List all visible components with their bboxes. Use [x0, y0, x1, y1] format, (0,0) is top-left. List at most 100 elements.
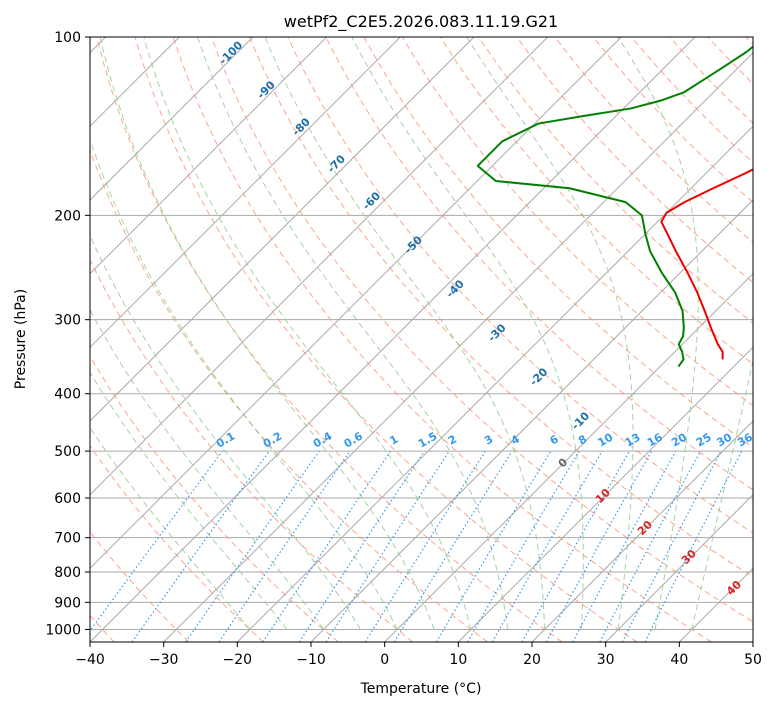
- dry-adiabat-line: [90, 148, 488, 642]
- moist-adiabat-line: [466, 37, 634, 630]
- moist-adiabat-line: [264, 37, 546, 630]
- temperature-line: [660, 168, 753, 360]
- plot-frame: [89, 36, 754, 643]
- x-tick-label: −40: [75, 652, 105, 668]
- isotherm-line: [752, 641, 753, 642]
- mixing-ratio-label: 2: [446, 433, 459, 448]
- isotherm-line: [90, 37, 622, 570]
- plot-annotations: -100-90-80-70-60-50-40-30-20-100.1 0.2 0.4…: [214, 38, 755, 598]
- dry-adiabat-line: [592, 37, 753, 203]
- mixing-ratio-label: 16: [645, 430, 665, 449]
- x-axis-title: Temperature (°C): [360, 681, 482, 697]
- moist-adiabat-line: [90, 426, 251, 630]
- mixing-ratio-line: [572, 450, 677, 642]
- dry-adiabat-line: [90, 355, 339, 642]
- mixing-ratio-line: [185, 450, 320, 642]
- dashed-line-label: -60: [360, 189, 383, 212]
- moist-adiabat-line: [90, 234, 361, 630]
- mixing-ratio-label: 3: [482, 433, 495, 448]
- mixing-ratio-label: 0.4: [311, 429, 335, 450]
- mixing-ratio-label: 30: [714, 430, 734, 449]
- x-tick-label: 20: [523, 652, 541, 668]
- isotherm-line: [90, 37, 328, 275]
- mixing-ratio-label: 0.6: [342, 429, 366, 450]
- moist-adiabat-line: [90, 371, 288, 630]
- isotherm-line: [310, 199, 753, 642]
- chart-title: wetPf2_C2E5.2026.083.11.19.G21: [284, 12, 558, 32]
- moist-adiabat-line: [351, 37, 584, 630]
- moist-adiabat-line: [90, 138, 398, 630]
- dry-adiabat-line: [249, 37, 753, 578]
- dry-adiabat-line: [287, 37, 753, 534]
- isotherm-line: [90, 37, 475, 422]
- moist-adiabat-line: [691, 357, 753, 630]
- mixing-ratio-line: [545, 450, 653, 642]
- mixing-ratio-label: 25: [694, 431, 714, 450]
- red-line-label: 10: [593, 486, 613, 506]
- mixing-ratio-line: [131, 450, 270, 642]
- mixing-ratio-line: [298, 450, 425, 642]
- isotherm-line: [531, 420, 753, 642]
- x-tick-label: −20: [223, 652, 253, 668]
- isotherm-line: [90, 37, 549, 496]
- plot-background: [90, 37, 753, 642]
- dashed-line-label: -100: [217, 38, 246, 67]
- isotherm-line: [457, 346, 753, 642]
- mixing-ratio-label: 4: [509, 432, 522, 447]
- dry-adiabat-line: [516, 37, 753, 284]
- y-tick-label: 300: [54, 313, 81, 329]
- dashed-line-label: -70: [325, 152, 348, 175]
- dashed-line-label: -20: [527, 365, 550, 388]
- dry-adiabat-line: [325, 37, 753, 491]
- y-tick-label: 200: [54, 208, 81, 224]
- dry-adiabat-line: [90, 258, 414, 642]
- y-tick-label: 500: [54, 444, 81, 460]
- y-axis-title: Pressure (hPa): [13, 289, 29, 389]
- x-tick-label: 30: [597, 652, 615, 668]
- y-tick-label: 900: [54, 595, 81, 611]
- mixing-ratio-label: 1.5: [416, 430, 439, 451]
- dry-adiabat-line: [478, 37, 753, 324]
- moist-adiabat-line: [197, 37, 509, 630]
- mixing-ratio-line: [644, 450, 743, 642]
- red-line-label: 20: [635, 518, 655, 538]
- moist-adiabat-line: [90, 308, 324, 630]
- mixing-ratio-line: [599, 450, 702, 642]
- dry-adiabat-line: [745, 37, 753, 45]
- dashed-line-label: -30: [485, 321, 508, 344]
- dashed-line-label: -40: [444, 277, 467, 300]
- mixing-ratio-label: 13: [623, 431, 643, 450]
- y-tick-label: 400: [54, 387, 81, 403]
- isotherm-line: [605, 493, 753, 642]
- plot-series: [476, 45, 753, 368]
- isotherm-line: [236, 125, 753, 642]
- isotherm-line: [384, 272, 753, 642]
- isotherm-line: [163, 51, 753, 642]
- red-line-label: 30: [679, 547, 699, 567]
- mixing-ratio-line: [521, 450, 631, 642]
- dewpoint-line: [476, 45, 753, 368]
- mixing-ratio-label: 0.1: [214, 430, 237, 451]
- mixing-ratio-line: [364, 450, 486, 642]
- x-tick-label: 10: [449, 652, 467, 668]
- y-tick-label: 100: [54, 30, 81, 46]
- dry-adiabat-line: [707, 37, 753, 85]
- dry-adiabat-line: [172, 37, 712, 642]
- x-tick-label: −30: [149, 652, 179, 668]
- dry-adiabat-line: [554, 37, 753, 243]
- mixing-ratio-line: [393, 450, 513, 642]
- x-tick-label: 0: [380, 652, 389, 668]
- x-tick-label: 50: [744, 652, 762, 668]
- moist-adiabat-line: [99, 37, 435, 630]
- isotherm-line: [90, 37, 696, 642]
- dry-adiabat-line: [134, 37, 638, 642]
- y-tick-label: 700: [54, 531, 81, 547]
- mixing-ratio-line: [325, 450, 450, 642]
- mixing-ratio-line: [90, 450, 223, 632]
- mixing-ratio-label: 1: [387, 433, 400, 448]
- y-tick-label: 800: [54, 565, 81, 581]
- mixing-ratio-line: [218, 450, 351, 642]
- mixing-ratio-label: 36: [735, 430, 755, 449]
- dry-adiabat-line: [90, 445, 264, 642]
